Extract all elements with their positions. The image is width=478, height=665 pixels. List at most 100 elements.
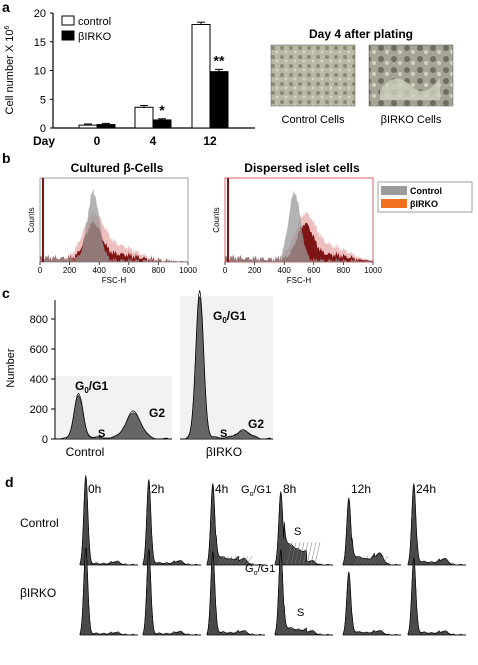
g0g1-label-birko: G0/G1 bbox=[213, 309, 246, 325]
cell-cycle-outline bbox=[59, 392, 169, 440]
y-tick-label: 600 bbox=[30, 344, 48, 356]
legend-swatch-control bbox=[61, 15, 75, 26]
panel-b-title-1: Cultured β-Cells bbox=[71, 161, 164, 175]
hatch-line bbox=[290, 542, 297, 565]
hatch-line bbox=[366, 555, 373, 565]
x-tick-label: 12 bbox=[203, 134, 217, 148]
phase-sub: 0 bbox=[222, 316, 227, 325]
time-histogram bbox=[342, 572, 401, 636]
hatch-line bbox=[298, 542, 305, 565]
s-label-d-birko: S bbox=[297, 607, 304, 619]
x-tick-label: 1000 bbox=[179, 266, 197, 275]
panel-label-d: d bbox=[5, 474, 14, 490]
x-tick-label: 200 bbox=[63, 266, 77, 275]
x-tick-label: 1000 bbox=[364, 266, 382, 275]
x-tick-label: 600 bbox=[122, 266, 136, 275]
phase-g: G bbox=[245, 563, 254, 575]
x-tick-label: 4 bbox=[150, 134, 157, 148]
legend-label-birko: βIRKO bbox=[78, 31, 112, 43]
x-tick-label: 0 bbox=[223, 266, 228, 275]
s-label-d-control: S bbox=[294, 526, 301, 538]
row-label: Control bbox=[20, 516, 59, 530]
hatch-line bbox=[222, 556, 229, 565]
g0g1-label-control: G0/G1 bbox=[75, 379, 108, 395]
bar-control bbox=[134, 106, 154, 129]
x-tick-label: 400 bbox=[93, 266, 107, 275]
g2-label-control: G2 bbox=[149, 406, 165, 420]
hatch-line bbox=[370, 555, 377, 565]
g0g1-label-d-control: Go/G1 bbox=[241, 484, 271, 498]
hatch-line bbox=[246, 556, 253, 565]
phase-sub: 0 bbox=[84, 386, 89, 395]
birko-histogram-light bbox=[40, 209, 188, 262]
x-tick-label: 0 bbox=[94, 134, 101, 148]
bar-control bbox=[191, 24, 211, 129]
hatch-line bbox=[242, 556, 249, 565]
timepoint-label: 8h bbox=[283, 482, 296, 496]
y-tick-label: 400 bbox=[30, 374, 48, 386]
hatch-line bbox=[238, 556, 245, 565]
panel-b-title-2: Dispersed islet cells bbox=[244, 161, 360, 175]
hatch-line bbox=[310, 542, 317, 565]
hatch-line bbox=[378, 555, 385, 565]
phase-g: G bbox=[241, 484, 250, 496]
phase-g1: /G1 bbox=[253, 484, 271, 496]
hatch-line bbox=[234, 556, 241, 565]
phase-sub: o bbox=[250, 491, 254, 498]
x-axis-label: Day bbox=[33, 134, 55, 148]
time-histogram bbox=[407, 484, 466, 566]
timepoint-label: 2h bbox=[151, 482, 164, 496]
phase-g1: /G1 bbox=[227, 309, 247, 323]
hatch-line bbox=[302, 542, 309, 565]
y-tick-label: 0 bbox=[42, 434, 48, 446]
panel-label-c: c bbox=[2, 285, 10, 301]
row-label: βIRKO bbox=[20, 586, 56, 600]
hatch-line bbox=[358, 555, 365, 565]
hatch-line bbox=[306, 542, 313, 565]
time-histogram bbox=[274, 492, 333, 566]
panel-label-a: a bbox=[2, 0, 10, 15]
bar-birko bbox=[152, 119, 172, 129]
panel-label-b: b bbox=[2, 150, 11, 166]
hatch-line bbox=[230, 556, 237, 565]
hatch-line bbox=[362, 555, 369, 565]
timepoint-label: 0h bbox=[88, 482, 101, 496]
hatch-line bbox=[314, 542, 321, 565]
y-tick-label: 10 bbox=[34, 66, 46, 78]
timepoint-label: 12h bbox=[351, 482, 371, 496]
x-tick-label: 200 bbox=[248, 266, 262, 275]
panel-b-histogram-1: Counts 0 200 400 600 800 1000 FSC-H bbox=[27, 177, 197, 285]
phase-g: G bbox=[213, 309, 222, 323]
hatch-line bbox=[286, 542, 293, 565]
x-tick-label: 400 bbox=[278, 266, 292, 275]
x-tick-label: 800 bbox=[152, 266, 166, 275]
y-axis-label: Cell number X 106 bbox=[4, 25, 16, 114]
x-axis-label: FSC-H bbox=[102, 276, 127, 285]
cell-cycle-outline bbox=[184, 290, 272, 440]
cell-cycle-histogram bbox=[184, 296, 272, 440]
cell-cycle-histogram bbox=[59, 395, 169, 440]
s-label-birko: S bbox=[220, 428, 227, 440]
control-cells-photo bbox=[270, 44, 356, 107]
photo-caption-control: Control Cells bbox=[282, 114, 345, 126]
time-histogram bbox=[206, 484, 265, 566]
s-label-control: S bbox=[98, 428, 105, 440]
y-axis-label: Counts bbox=[212, 207, 221, 232]
birko-photo-colony bbox=[380, 78, 440, 100]
hatch-line bbox=[226, 556, 233, 565]
hatch-line bbox=[374, 555, 381, 565]
phase-g: G bbox=[75, 379, 84, 393]
x-tick-label: 0 bbox=[38, 266, 43, 275]
legend-label-control: control bbox=[78, 16, 111, 28]
x-tick-label: 600 bbox=[307, 266, 321, 275]
panel-a-bar-chart: Cell number X 106 Day control βIRKO 0 5 10… bbox=[4, 8, 255, 148]
g2-label-birko: G2 bbox=[248, 417, 264, 431]
legend-b-label-birko: βIRKO bbox=[410, 199, 438, 209]
group-label-birko: βIRKO bbox=[206, 445, 242, 459]
panel-b-histogram-2: Counts 0 200 400 600 800 1000 FSC-H bbox=[212, 177, 382, 285]
hatch-line bbox=[354, 555, 361, 565]
x-tick-label: 800 bbox=[337, 266, 351, 275]
group-label-control: Control bbox=[66, 445, 105, 459]
legend-b-label-control: Control bbox=[410, 186, 442, 196]
